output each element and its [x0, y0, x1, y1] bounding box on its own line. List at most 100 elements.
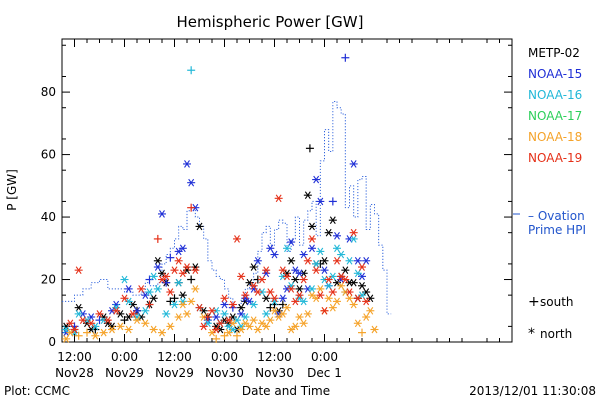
noaa-16-south-point [187, 66, 196, 75]
legend-marker-north-label: north [540, 327, 572, 341]
noaa-15-south-point [166, 253, 175, 262]
noaa-15-north-point [158, 210, 166, 218]
noaa-18-north-point [224, 328, 233, 337]
noaa-18-north-point [303, 310, 312, 318]
noaa-16-north-point [153, 285, 162, 293]
noaa-19-north-point [170, 266, 179, 274]
noaa-18-north-point [178, 300, 187, 309]
noaa-18-north-point [278, 310, 287, 318]
noaa-16-north-point [233, 316, 241, 324]
legend-ovation-label: – Ovation [528, 209, 585, 223]
metp-02-south-point [187, 275, 196, 284]
noaa-19-north-point [66, 319, 75, 328]
legend: METP-02 NOAA-15 NOAA-16 NOAA-17 NOAA-18 NOAA-… [513, 46, 586, 342]
x-tick-date-label: Dec 1 [307, 366, 342, 380]
noaa-16-north-point [220, 310, 229, 318]
noaa-19-north-point [112, 306, 121, 315]
legend-marker-north-symbol: * [528, 326, 535, 342]
noaa-18-north-point [62, 335, 71, 343]
noaa-15-north-point [299, 250, 308, 259]
noaa-18-north-point [91, 331, 100, 340]
metp-02-north-point [262, 294, 271, 303]
noaa-19-north-point [178, 269, 187, 278]
metp-02-north-point [295, 285, 304, 293]
metp-02-north-point [74, 303, 83, 312]
noaa-15-south-point [145, 275, 154, 284]
noaa-16-north-point [74, 310, 83, 318]
noaa-19-north-point [220, 294, 229, 303]
noaa-19-north-point [87, 319, 96, 328]
ovation-hpi-line [62, 100, 392, 315]
noaa-18-north-point [370, 325, 379, 334]
noaa-19-north-point [249, 281, 258, 290]
noaa-18-north-point [287, 325, 296, 334]
legend-label-noaa-16: NOAA-16 [528, 88, 582, 102]
plot-frame [61, 38, 513, 343]
noaa-18-north-point [266, 316, 275, 324]
noaa-19-south-point [145, 300, 154, 309]
metp-02-north-point [249, 263, 258, 271]
noaa-16-north-point [224, 322, 233, 331]
noaa-19-north-point [312, 266, 321, 274]
y-tick-label: 20 [41, 273, 56, 287]
noaa-18-north-point [253, 325, 262, 334]
noaa-16-north-point [308, 285, 316, 293]
noaa-16-north-point [337, 250, 346, 259]
noaa-18-north-point [349, 300, 358, 309]
noaa-19-north-point [228, 300, 237, 309]
noaa-19-north-point [262, 266, 271, 274]
noaa-18-south-point [220, 331, 229, 340]
metp-02-south-point [305, 144, 314, 153]
noaa-18-north-point [191, 285, 200, 293]
metp-02-north-point [328, 216, 337, 224]
metp-02-north-point [158, 269, 166, 278]
metp-02-north-point [287, 256, 296, 265]
legend-label-metp-02: METP-02 [528, 46, 580, 60]
noaa-19-north-point [358, 263, 366, 271]
noaa-16-north-point [170, 300, 179, 309]
x-tick-time-label: 12:00 [257, 350, 292, 364]
noaa-19-north-point [278, 266, 287, 274]
noaa-16-north-point [328, 272, 337, 281]
noaa-15-north-point [349, 160, 358, 168]
x-tick-date-label: Nov29 [155, 366, 194, 380]
noaa-15-north-point [133, 306, 141, 315]
x-tick-time-label: 0:00 [111, 350, 138, 364]
noaa-18-north-point [362, 313, 371, 321]
x-tick-time-label: 0:00 [211, 350, 238, 364]
noaa-19-north-point [241, 291, 250, 299]
noaa-15-north-point [312, 175, 321, 184]
noaa-15-north-point [245, 297, 254, 306]
plot-timestamp: 2013/12/01 11:30:08 [469, 384, 596, 398]
noaa-19-north-point [162, 272, 171, 281]
noaa-16-north-point [283, 244, 291, 253]
noaa-16-north-point [316, 247, 325, 256]
noaa-19-north-point [195, 303, 204, 312]
x-axis-label: Date and Time [242, 384, 330, 398]
noaa-18-north-point [258, 319, 266, 328]
noaa-18-north-point [345, 294, 354, 303]
noaa-19-north-point [70, 325, 79, 334]
x-tick-time-label: 12:00 [57, 350, 92, 364]
metp-02-north-point [116, 310, 125, 318]
noaa-16-north-point [299, 297, 308, 306]
metp-02-south-point [120, 316, 129, 325]
noaa-15-north-point [124, 285, 133, 293]
noaa-18-north-point [283, 303, 291, 312]
metp-02-north-point [228, 313, 237, 321]
noaa-18-north-point [353, 319, 362, 328]
noaa-19-north-point [199, 322, 208, 331]
noaa-15-south-point [162, 278, 171, 287]
noaa-19-north-point [349, 228, 358, 237]
noaa-16-north-point [162, 310, 171, 318]
noaa-15-north-point [174, 247, 183, 256]
noaa-18-north-point [187, 297, 196, 306]
noaa-19-north-point [224, 316, 233, 324]
noaa-15-north-point [308, 244, 316, 253]
noaa-16-north-point [324, 281, 333, 290]
noaa-16-north-point [62, 325, 71, 334]
x-tick-date-label: Nov30 [205, 366, 244, 380]
noaa-18-north-point [249, 316, 258, 324]
noaa-19-north-point [158, 275, 166, 284]
noaa-15-south-point [328, 197, 337, 206]
